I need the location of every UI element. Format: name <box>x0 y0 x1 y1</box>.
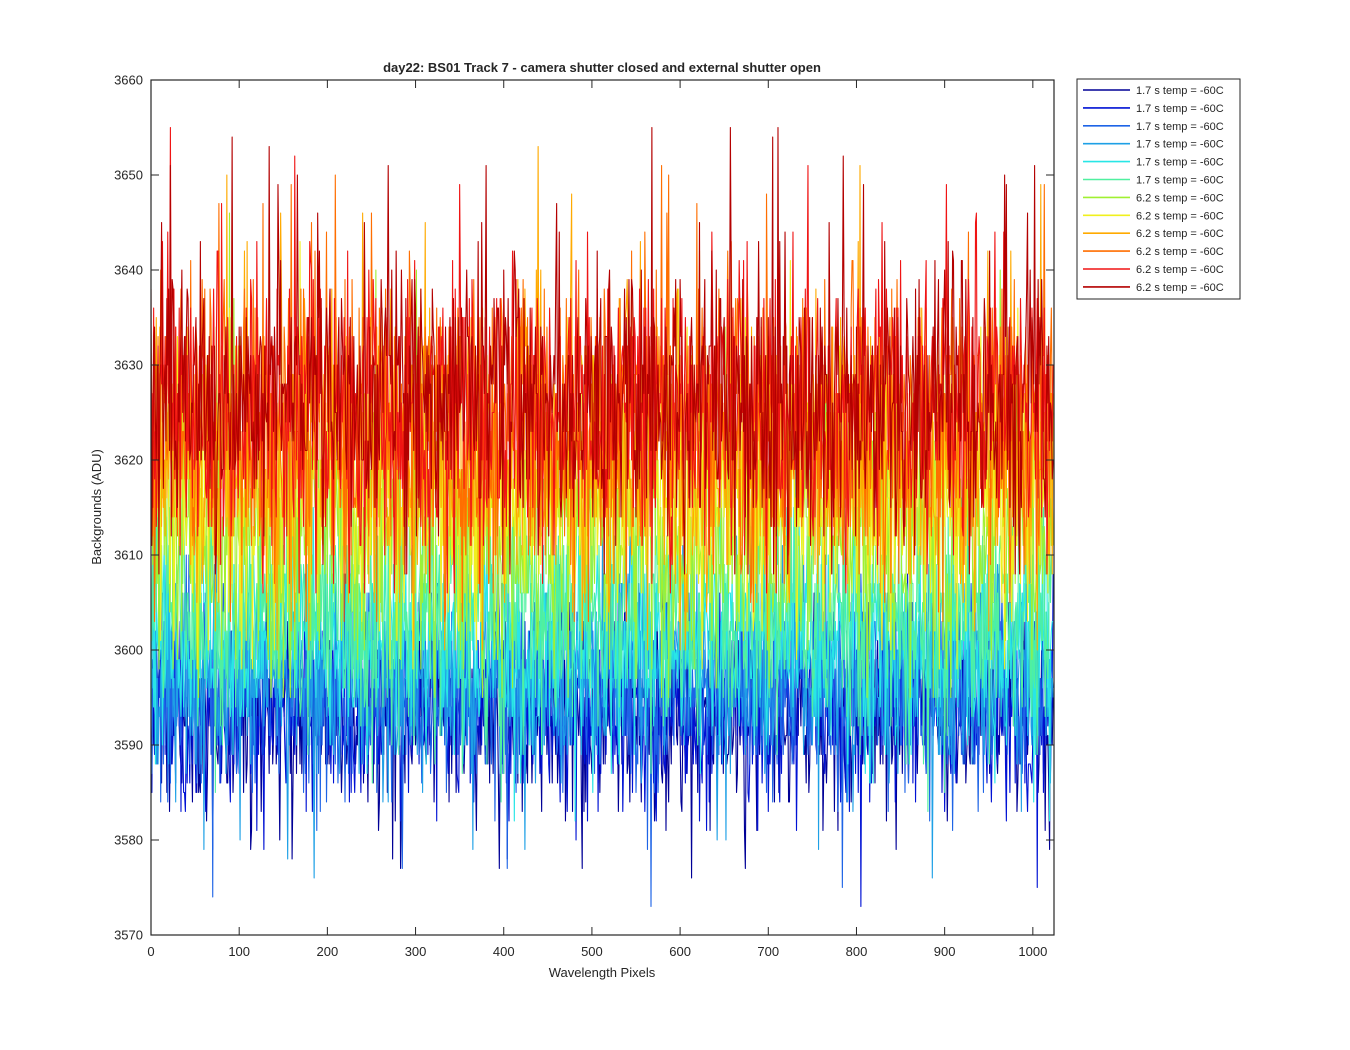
y-tick-label: 3600 <box>114 643 143 658</box>
legend-label: 6.2 s temp = -60C <box>1136 282 1224 294</box>
x-tick-label: 700 <box>757 944 779 959</box>
y-tick-label: 3660 <box>114 73 143 88</box>
y-tick-label: 3650 <box>114 168 143 183</box>
x-tick-label: 800 <box>846 944 868 959</box>
x-tick-label: 500 <box>581 944 603 959</box>
legend-label: 6.2 s temp = -60C <box>1136 246 1224 258</box>
y-tick-label: 3620 <box>114 453 143 468</box>
series-line <box>151 535 1054 879</box>
x-tick-label: 600 <box>669 944 691 959</box>
x-tick-label: 300 <box>405 944 427 959</box>
x-tick-label: 100 <box>228 944 250 959</box>
legend-label: 1.7 s temp = -60C <box>1136 139 1224 151</box>
y-tick-label: 3580 <box>114 833 143 848</box>
legend-label: 1.7 s temp = -60C <box>1136 121 1224 133</box>
x-axis: 0 100 200 300 400 500 600 700 800 900 1000 <box>147 80 1047 959</box>
legend-label: 1.7 s temp = -60C <box>1136 85 1224 97</box>
x-tick-label: 400 <box>493 944 515 959</box>
legend-box <box>1076 78 1241 300</box>
y-axis-label: Backgrounds (ADU) <box>89 449 104 565</box>
y-tick-label: 3630 <box>114 358 143 373</box>
y-tick-label: 3610 <box>114 548 143 563</box>
legend-label: 1.7 s temp = -60C <box>1136 175 1224 187</box>
legend-items: 1.7 s temp = -60C 1.7 s temp = -60C 1.7 s … <box>1083 85 1224 294</box>
legend: 1.7 s temp = -60C 1.7 s temp = -60C 1.7 s … <box>1076 78 1241 300</box>
legend-label: 1.7 s temp = -60C <box>1136 103 1224 115</box>
legend-label: 6.2 s temp = -60C <box>1136 210 1224 222</box>
y-tick-label: 3640 <box>114 263 143 278</box>
chart-title: day22: BS01 Track 7 - camera shutter clo… <box>383 60 821 75</box>
legend-label: 6.2 s temp = -60C <box>1136 228 1224 240</box>
x-axis-label: Wavelength Pixels <box>549 965 656 980</box>
x-tick-label: 1000 <box>1018 944 1047 959</box>
x-tick-label: 200 <box>317 944 339 959</box>
plot-frame <box>150 79 1055 936</box>
y-axis: 3570 3580 3590 3600 3610 3620 3630 3640 3650 3660 <box>114 73 1054 943</box>
y-tick-label: 3590 <box>114 738 143 753</box>
legend-label: 6.2 s temp = -60C <box>1136 264 1224 276</box>
series-line <box>151 459 1054 813</box>
legend-label: 6.2 s temp = -60C <box>1136 192 1224 204</box>
series-line <box>151 573 1054 908</box>
x-tick-label: 0 <box>147 944 154 959</box>
series-line <box>151 126 1054 575</box>
x-tick-label: 900 <box>934 944 956 959</box>
series-lines <box>151 126 1054 908</box>
y-tick-label: 3570 <box>114 928 143 943</box>
legend-label: 1.7 s temp = -60C <box>1136 157 1224 169</box>
